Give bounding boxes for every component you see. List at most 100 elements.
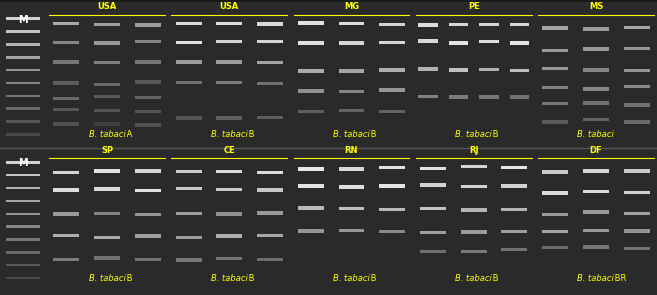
FancyBboxPatch shape [94,41,120,45]
Text: BR: BR [612,273,627,283]
FancyBboxPatch shape [216,234,242,238]
FancyBboxPatch shape [7,187,39,189]
FancyBboxPatch shape [94,61,120,64]
FancyBboxPatch shape [298,184,324,188]
FancyBboxPatch shape [479,68,499,71]
FancyBboxPatch shape [7,213,39,215]
FancyBboxPatch shape [257,234,283,237]
FancyBboxPatch shape [298,110,324,113]
FancyBboxPatch shape [623,229,650,232]
Text: M: M [18,158,28,168]
FancyBboxPatch shape [216,60,242,64]
FancyBboxPatch shape [216,188,242,191]
FancyBboxPatch shape [338,185,365,189]
FancyBboxPatch shape [542,67,568,70]
FancyBboxPatch shape [583,118,609,121]
FancyBboxPatch shape [501,248,528,251]
FancyBboxPatch shape [53,81,79,85]
Text: B: B [246,273,254,283]
FancyBboxPatch shape [623,191,650,194]
FancyBboxPatch shape [175,236,202,240]
FancyBboxPatch shape [175,170,202,173]
FancyBboxPatch shape [7,264,39,266]
FancyBboxPatch shape [338,22,365,25]
FancyBboxPatch shape [542,120,568,124]
FancyBboxPatch shape [542,26,568,30]
FancyBboxPatch shape [7,277,39,279]
FancyBboxPatch shape [298,22,324,25]
FancyBboxPatch shape [418,67,438,71]
FancyBboxPatch shape [583,190,609,193]
FancyBboxPatch shape [501,208,528,212]
FancyBboxPatch shape [510,69,530,73]
FancyBboxPatch shape [53,234,79,237]
FancyBboxPatch shape [583,87,609,91]
Text: A: A [124,130,132,139]
FancyBboxPatch shape [135,234,161,237]
FancyBboxPatch shape [53,97,79,100]
Text: DF: DF [589,146,602,155]
FancyBboxPatch shape [53,122,79,126]
FancyBboxPatch shape [461,165,487,168]
FancyBboxPatch shape [135,110,161,113]
FancyBboxPatch shape [583,245,609,249]
FancyBboxPatch shape [53,188,79,191]
FancyBboxPatch shape [7,120,39,123]
Text: B: B [490,130,499,139]
FancyBboxPatch shape [623,85,650,88]
FancyBboxPatch shape [623,247,650,250]
FancyBboxPatch shape [7,30,39,33]
FancyBboxPatch shape [216,81,242,84]
FancyBboxPatch shape [7,95,39,97]
FancyBboxPatch shape [542,246,568,250]
FancyBboxPatch shape [53,212,79,216]
FancyBboxPatch shape [338,69,365,73]
FancyBboxPatch shape [583,169,609,173]
FancyBboxPatch shape [94,83,120,86]
FancyBboxPatch shape [7,69,39,71]
FancyBboxPatch shape [257,40,283,43]
Text: B. tabaci: B. tabaci [211,130,248,139]
FancyBboxPatch shape [7,82,39,84]
FancyBboxPatch shape [379,23,405,26]
FancyBboxPatch shape [542,230,568,233]
FancyBboxPatch shape [216,40,242,43]
Text: B. tabaci: B. tabaci [333,273,370,283]
FancyBboxPatch shape [175,117,202,120]
FancyBboxPatch shape [94,109,120,112]
Text: B. tabaci: B. tabaci [211,273,248,283]
FancyBboxPatch shape [94,95,120,98]
FancyBboxPatch shape [7,225,39,228]
FancyBboxPatch shape [418,39,438,42]
FancyBboxPatch shape [542,49,568,52]
FancyBboxPatch shape [420,231,446,234]
FancyBboxPatch shape [338,109,365,112]
Text: M: M [18,14,28,24]
FancyBboxPatch shape [379,230,405,233]
Text: B: B [490,273,499,283]
FancyBboxPatch shape [379,208,405,211]
FancyBboxPatch shape [7,43,39,46]
FancyBboxPatch shape [623,169,650,173]
FancyBboxPatch shape [298,89,324,93]
FancyBboxPatch shape [418,95,438,98]
FancyBboxPatch shape [0,148,657,295]
FancyBboxPatch shape [298,41,324,45]
FancyBboxPatch shape [135,169,161,173]
FancyBboxPatch shape [420,183,446,187]
FancyBboxPatch shape [510,95,530,99]
FancyBboxPatch shape [216,212,242,216]
FancyBboxPatch shape [257,211,283,215]
Text: B. tabaci: B. tabaci [578,273,614,283]
FancyBboxPatch shape [7,107,39,110]
FancyBboxPatch shape [510,41,530,45]
FancyBboxPatch shape [94,169,120,173]
FancyBboxPatch shape [479,23,499,26]
FancyBboxPatch shape [175,187,202,190]
FancyBboxPatch shape [449,68,468,72]
FancyBboxPatch shape [420,206,446,210]
FancyBboxPatch shape [257,171,283,174]
FancyBboxPatch shape [175,41,202,44]
FancyBboxPatch shape [420,250,446,253]
FancyBboxPatch shape [53,60,79,63]
